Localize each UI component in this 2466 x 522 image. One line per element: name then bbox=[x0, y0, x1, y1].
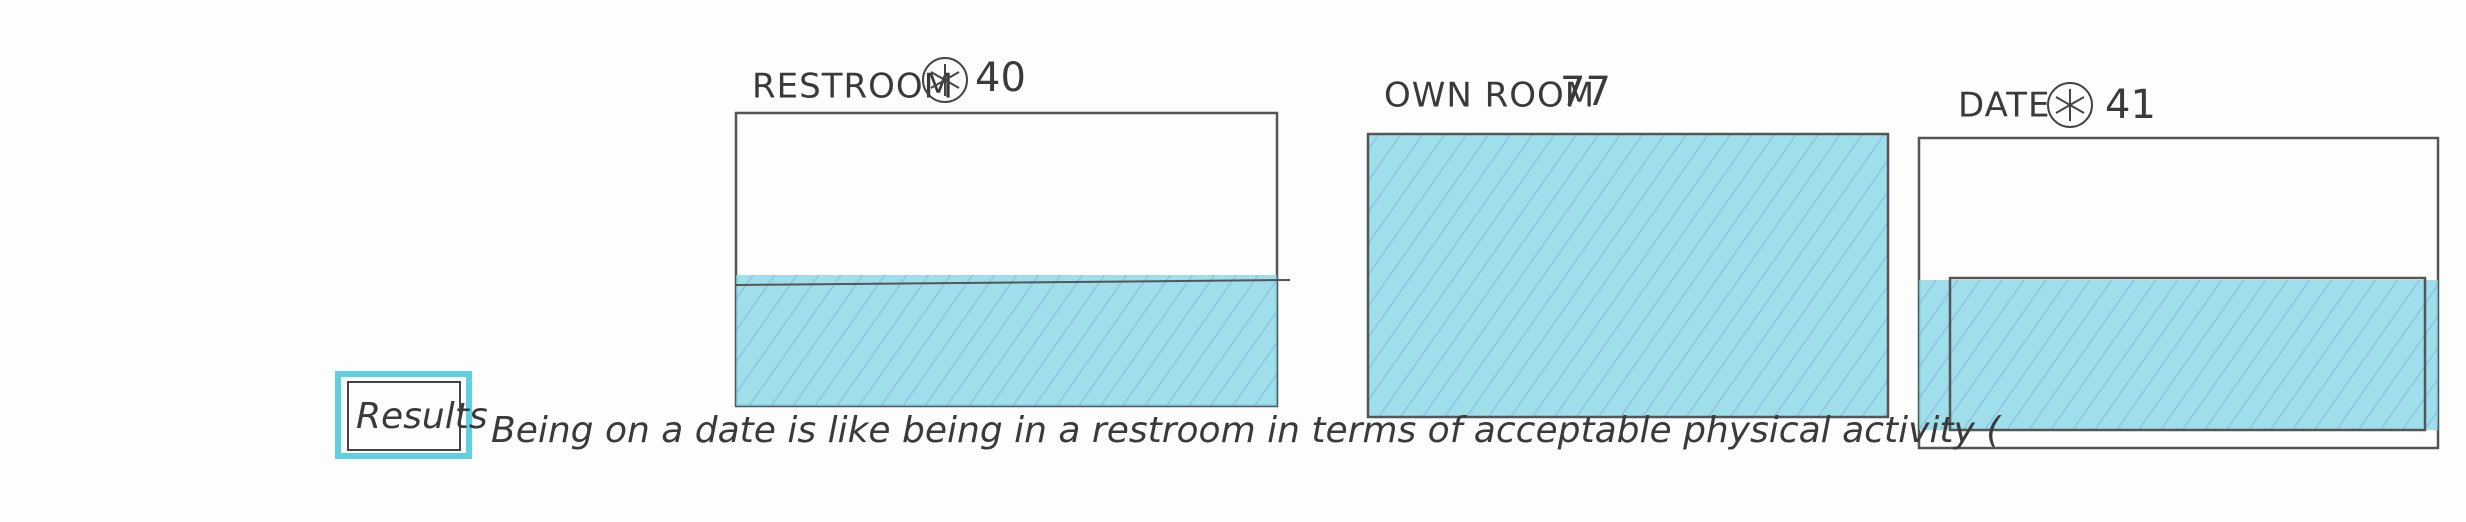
panel-label: OWN ROOM bbox=[1384, 76, 1595, 116]
results-label: Results bbox=[356, 396, 488, 437]
panel-value: 40 bbox=[975, 55, 1026, 101]
panel-label: DATE bbox=[1958, 86, 2050, 126]
panel-hatch bbox=[736, 275, 1277, 406]
fill-outline bbox=[1948, 276, 2427, 432]
panel: OWN ROOM 77 bbox=[1366, 69, 1890, 419]
marker-star bbox=[930, 64, 960, 96]
panel-hatch bbox=[1919, 280, 2438, 430]
marker-circle bbox=[922, 57, 968, 103]
results-box bbox=[347, 381, 461, 451]
results-highlight bbox=[335, 371, 472, 459]
panel: RESTROOM 40 bbox=[734, 55, 1291, 408]
panel-label: RESTROOM bbox=[752, 67, 954, 107]
marker-circle bbox=[2047, 82, 2093, 128]
panel-hatch bbox=[1368, 134, 1888, 417]
fill-line bbox=[735, 279, 1291, 286]
marker-star bbox=[2055, 89, 2085, 121]
panel-value: 77 bbox=[1560, 69, 1611, 115]
panel: DATE 41 bbox=[1917, 82, 2440, 450]
panel-frame bbox=[1366, 132, 1890, 419]
panel-value: 41 bbox=[2105, 82, 2156, 128]
results-text: Being on a date is like being in a restr… bbox=[491, 410, 2002, 451]
